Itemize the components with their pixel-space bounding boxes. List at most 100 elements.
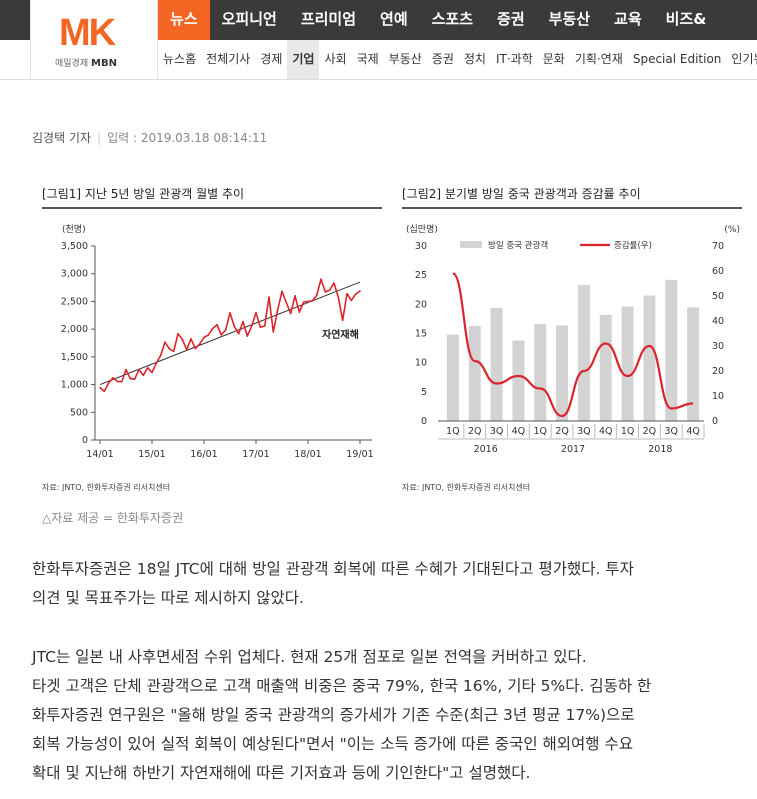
publish-date: 입력 : 2019.03.18 08:14:11 [107,131,268,145]
main-nav: 뉴스 오피니언 프리미엄 연예 스포츠 증권 부동산 교육 비즈& [158,0,718,40]
logo-sub-mbn: MBN [91,58,117,69]
figure-1: [그림1] 지난 5년 방일 관광객 월별 추이 (천명) 3,500 3,000 2… [42,185,387,495]
data-point [294,295,296,297]
x-tick-label: 18/01 [294,449,321,460]
sub-nav-item[interactable]: 국제 [356,52,379,66]
data-point [276,309,279,311]
data-point [129,377,132,380]
data-point [307,300,309,303]
main-nav-item[interactable]: 프리미엄 [300,10,357,28]
data-point [164,341,166,344]
y-tick-label-right: 0 [712,416,718,427]
bar [512,340,525,421]
y-tick-label-right: 10 [712,391,724,402]
data-point [120,380,123,383]
y-tick-label-right: 40 [712,316,724,327]
data-point [298,311,301,313]
article-line: 한화투자증권은 18일 JTC에 대해 방일 관광객 회복에 따른 수혜가 기대… [32,560,634,578]
reporter-name: 김경택 기자 [32,131,92,145]
main-nav-item[interactable]: 부동산 [548,10,591,28]
sub-nav-item[interactable]: 경제 [260,52,283,66]
legend-bar-swatch [460,241,482,248]
quarter-label: 4Q [512,426,526,437]
sub-nav-item[interactable]: 정치 [463,52,486,66]
y-tick-label-left: 20 [415,299,427,310]
y-tick-label: 1,000 [61,380,88,391]
y-tick-label: 3,500 [61,241,88,252]
data-point [125,368,127,371]
bar [446,334,459,421]
sub-nav-item[interactable]: 뉴스홈 [163,52,197,66]
sub-nav-item[interactable]: Special Edition [632,52,722,66]
y-tick-label-right: 30 [712,341,724,352]
mk-logo[interactable]: MK 매일경제 MBN [30,0,158,79]
sub-nav-item[interactable]: 사회 [324,52,347,66]
sub-nav-item[interactable]: 기업 [287,40,320,79]
y-tick-label-right: 20 [712,366,724,377]
main-nav-item[interactable]: 뉴스 [158,0,210,40]
quarter-label: 2Q [643,426,657,437]
data-point [272,331,275,333]
y-tick-label-left: 25 [415,270,427,281]
bar [643,295,656,421]
sub-nav: 뉴스홈 전체기사 경제 기업 사회 국제 부동산 증권 정치 IT·과학 문화 기획·연재 Specia… [158,40,757,79]
sub-nav-item[interactable]: IT·과학 [495,52,533,66]
quarter-label: 1Q [621,426,635,437]
image-caption: △자료 제공 = 한화투자증권 [42,511,184,525]
data-point [146,366,149,369]
bar [621,306,634,421]
main-nav-item[interactable]: 교육 [614,10,642,28]
y-axis-label-left: (십만명) [406,224,438,235]
y-tick-label: 500 [70,407,88,418]
sub-nav-item[interactable]: 기획·연재 [574,52,623,66]
data-point [346,292,348,295]
data-point [255,311,257,314]
quarter-label: 4Q [599,426,613,437]
y-tick-label-right: 70 [712,241,724,252]
data-point [337,296,340,298]
y-axis-label: (천명) [62,224,86,235]
monthly-visitors-chart: (천명) 3,500 3,000 2,500 2,000 1,500 1,000 500 0 14… [61,224,374,460]
y-tick-label-left: 30 [415,241,427,252]
sub-nav-item[interactable]: 문화 [542,52,565,66]
data-point [172,350,175,353]
main-nav-item[interactable]: 연예 [380,10,408,28]
sub-nav-item[interactable]: 부동산 [388,52,422,66]
figure-1-rule [42,207,382,209]
figure-1-source: 자료: JNTO, 한화투자증권 리서치센터 [42,483,171,492]
article-line: 화투자증권 연구원은 "올해 방일 중국 관광객의 증가세가 기존 수준(최근 … [32,706,635,724]
sub-nav-item[interactable]: 인기뉴스 [731,52,757,66]
main-nav-item[interactable]: 증권 [497,10,525,28]
data-point [203,336,205,339]
data-point [315,294,318,297]
main-nav-item[interactable]: 스포츠 [431,10,474,28]
data-point [285,301,288,304]
y-tick-label-left: 5 [421,387,427,398]
series-line [99,278,361,392]
bar [599,314,612,421]
data-point [324,291,327,293]
main-nav-item[interactable]: 오피니언 [221,10,277,28]
y-tick-label-right: 50 [712,291,724,302]
data-point [350,299,353,302]
data-point [185,348,188,351]
y-tick-label-left: 15 [415,329,427,340]
data-point [341,319,344,322]
main-nav-item[interactable]: 비즈& [665,10,707,28]
data-point [112,376,114,379]
quarter-label: 1Q [446,426,460,437]
data-point [289,312,292,315]
data-point [168,348,171,350]
quarter-label: 4Q [686,426,700,437]
sub-nav-item[interactable]: 증권 [431,52,454,66]
sub-nav-item[interactable]: 전체기사 [206,52,251,66]
logo-sub-maeil: 매일경제 [55,59,89,69]
annotation-label: 자연재해 [322,328,359,341]
data-point [359,290,361,292]
article-line: 의견 및 목표주가는 따로 제시하지 않았다. [32,589,304,607]
data-point [216,323,218,326]
figure-2-rule [402,207,742,209]
x-tick-label: 17/01 [242,449,269,460]
article-paragraph-1: 한화투자증권은 18일 JTC에 대해 방일 관광객 회복에 따른 수혜가 기대… [32,555,747,613]
